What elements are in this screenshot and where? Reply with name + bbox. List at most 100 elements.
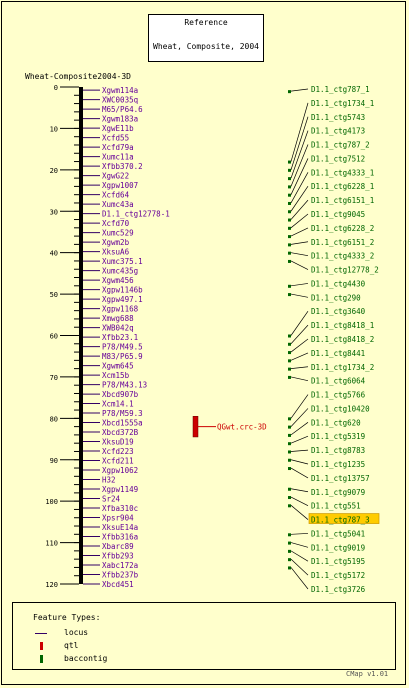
qtl-label[interactable]: QGwt.crc-3D bbox=[217, 423, 267, 432]
locus-label[interactable]: Xcfd211 bbox=[102, 457, 134, 466]
baccontig-mark[interactable] bbox=[288, 218, 291, 222]
baccontig-label[interactable]: D1.1_ctg3726 bbox=[311, 585, 366, 594]
locus-label[interactable]: Xgpw1149 bbox=[102, 485, 138, 494]
baccontig-label[interactable]: D1.1_ctg5195 bbox=[311, 557, 365, 566]
locus-label[interactable]: Xfbb370.2 bbox=[102, 162, 143, 171]
baccontig-mark[interactable] bbox=[288, 351, 291, 355]
baccontig-mark[interactable] bbox=[288, 185, 291, 189]
reference-box[interactable]: Reference Wheat, Composite, 2004 bbox=[148, 14, 264, 62]
locus-label[interactable]: Xumc529 bbox=[102, 229, 134, 238]
baccontig-mark[interactable] bbox=[288, 201, 291, 205]
baccontig-mark[interactable] bbox=[288, 334, 291, 338]
locus-label[interactable]: P78/M59.3 bbox=[102, 409, 143, 418]
baccontig-label[interactable]: D1.1_ctg6228_1 bbox=[311, 182, 374, 191]
baccontig-label[interactable]: D1.1_ctg620 bbox=[311, 418, 361, 427]
baccontig-mark[interactable] bbox=[288, 541, 291, 545]
baccontig-label[interactable]: D1.1_ctg10420 bbox=[311, 404, 370, 413]
baccontig-mark[interactable] bbox=[288, 425, 291, 429]
locus-label[interactable]: P78/M49.5 bbox=[102, 343, 143, 352]
locus-label[interactable]: Xgwm114a bbox=[102, 86, 138, 95]
locus-label[interactable]: Xbcd907b bbox=[102, 390, 139, 399]
baccontig-mark[interactable] bbox=[288, 566, 291, 570]
baccontig-label[interactable]: D1.1_ctg787_2 bbox=[311, 141, 370, 150]
locus-label[interactable]: Xfbb316a bbox=[102, 533, 138, 542]
baccontig-mark[interactable] bbox=[288, 359, 291, 363]
locus-label[interactable]: Xfbb237b bbox=[102, 571, 139, 580]
locus-label[interactable]: Xgwm2b bbox=[102, 238, 130, 247]
baccontig-label[interactable]: D1.1_ctg6228_2 bbox=[311, 224, 374, 233]
locus-label[interactable]: Xgpw1146b bbox=[102, 286, 143, 295]
baccontig-label[interactable]: D1.1_ctg6064 bbox=[311, 377, 366, 386]
baccontig-mark[interactable] bbox=[288, 168, 291, 172]
locus-label[interactable]: Xabc172a bbox=[102, 561, 138, 570]
baccontig-mark[interactable] bbox=[288, 293, 291, 297]
baccontig-mark[interactable] bbox=[288, 342, 291, 346]
locus-label[interactable]: Xgpw1062 bbox=[102, 466, 138, 475]
baccontig-mark[interactable] bbox=[288, 417, 291, 421]
baccontig-mark[interactable] bbox=[288, 467, 291, 471]
baccontig-label[interactable]: D1.1_ctg6151_2 bbox=[311, 238, 374, 247]
locus-label[interactable]: Xfbb293 bbox=[102, 552, 134, 561]
baccontig-mark[interactable] bbox=[288, 450, 291, 454]
baccontig-mark[interactable] bbox=[288, 226, 291, 230]
baccontig-label[interactable]: D1.1_ctg5743 bbox=[311, 113, 365, 122]
baccontig-label[interactable]: D1.1_ctg4173 bbox=[311, 127, 365, 136]
locus-label[interactable]: XksuA6 bbox=[102, 248, 130, 257]
baccontig-label[interactable]: D1.1_ctg5319 bbox=[311, 432, 365, 441]
locus-label[interactable]: XWC0035q bbox=[102, 96, 138, 105]
locus-label[interactable]: Xfbb23.1 bbox=[102, 333, 138, 342]
baccontig-label[interactable]: D1.1_ctg787_1 bbox=[311, 85, 370, 94]
locus-label[interactable]: XksuD19 bbox=[102, 438, 134, 447]
locus-label[interactable]: Xcm15b bbox=[102, 371, 130, 380]
baccontig-mark[interactable] bbox=[288, 375, 291, 379]
locus-label[interactable]: H32 bbox=[102, 476, 116, 485]
baccontig-mark[interactable] bbox=[288, 487, 291, 491]
baccontig-mark[interactable] bbox=[288, 160, 291, 164]
baccontig-label[interactable]: D1.1_ctg9079 bbox=[311, 488, 365, 497]
chromosome-bar[interactable] bbox=[79, 87, 83, 584]
baccontig-label[interactable]: D1.1_ctg4333_1 bbox=[311, 168, 374, 177]
locus-label[interactable]: Xbcd1555a bbox=[102, 419, 143, 428]
baccontig-mark[interactable] bbox=[288, 284, 291, 288]
locus-label[interactable]: Xcm14.1 bbox=[102, 400, 134, 409]
baccontig-mark[interactable] bbox=[288, 549, 291, 553]
baccontig-label[interactable]: D1.1_ctg6151_1 bbox=[311, 196, 374, 205]
locus-label[interactable]: D1.1_ctg12778-1 bbox=[102, 210, 170, 219]
locus-label[interactable]: Xumc43a bbox=[102, 200, 134, 209]
locus-label[interactable]: Xgwm645 bbox=[102, 362, 134, 371]
locus-label[interactable]: XgwG22 bbox=[102, 172, 129, 181]
baccontig-label[interactable]: D1.1_ctg8418_2 bbox=[311, 335, 374, 344]
baccontig-label[interactable]: D1.1_ctg551 bbox=[311, 502, 361, 511]
baccontig-label[interactable]: D1.1_ctg7512 bbox=[311, 154, 365, 163]
locus-label[interactable]: P78/M43.13 bbox=[102, 381, 147, 390]
locus-label[interactable]: Xgpw1168 bbox=[102, 305, 139, 314]
locus-label[interactable]: Xumc11a bbox=[102, 153, 134, 162]
locus-label[interactable]: Xgpw1007 bbox=[102, 181, 138, 190]
locus-label[interactable]: Xumc435g bbox=[102, 267, 138, 276]
locus-label[interactable]: Xgpw497.1 bbox=[102, 295, 143, 304]
locus-label[interactable]: Xumc375.1 bbox=[102, 257, 143, 266]
locus-label[interactable]: Xfba310c bbox=[102, 504, 138, 513]
locus-label[interactable]: Xgwm456 bbox=[102, 276, 134, 285]
locus-label[interactable]: Xpsr904 bbox=[102, 514, 134, 523]
baccontig-mark[interactable] bbox=[288, 504, 291, 508]
map-name-label[interactable]: Wheat-Composite2004-3D bbox=[25, 72, 131, 81]
baccontig-mark[interactable] bbox=[288, 259, 291, 263]
baccontig-label[interactable]: D1.1_ctg5766 bbox=[311, 391, 366, 400]
baccontig-mark[interactable] bbox=[288, 367, 291, 371]
locus-label[interactable]: Xcfd64 bbox=[102, 191, 130, 200]
locus-label[interactable]: Xcfd55 bbox=[102, 134, 129, 143]
baccontig-label[interactable]: D1.1_ctg4333_2 bbox=[311, 252, 374, 261]
baccontig-mark[interactable] bbox=[288, 458, 291, 462]
baccontig-label[interactable]: D1.1_ctg5172 bbox=[311, 571, 365, 580]
baccontig-mark[interactable] bbox=[288, 90, 291, 94]
baccontig-label[interactable]: D1.1_ctg1235 bbox=[311, 460, 365, 469]
locus-label[interactable]: Sr24 bbox=[102, 495, 121, 504]
locus-label[interactable]: Xbarc89 bbox=[102, 542, 134, 551]
baccontig-mark[interactable] bbox=[288, 558, 291, 562]
locus-label[interactable]: Xgwm183a bbox=[102, 115, 138, 124]
baccontig-label[interactable]: D1.1_ctg12778_2 bbox=[311, 266, 379, 275]
baccontig-label[interactable]: D1.1_ctg8418_1 bbox=[311, 321, 374, 330]
baccontig-label[interactable]: D1.1_ctg290 bbox=[311, 293, 361, 302]
baccontig-mark[interactable] bbox=[288, 235, 291, 239]
